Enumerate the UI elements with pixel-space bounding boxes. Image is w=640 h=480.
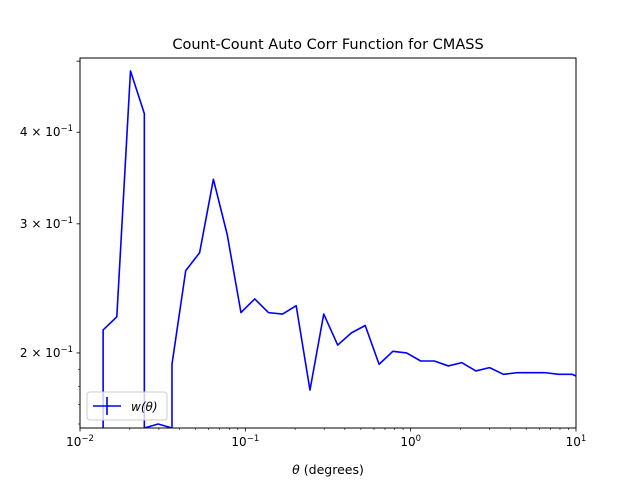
chart-title: Count-Count Auto Corr Function for CMASS xyxy=(172,37,483,53)
y-axis: 2 × 10−1 3 × 10−1 4 × 10−1 xyxy=(20,60,80,425)
plot-series-group xyxy=(102,70,577,429)
plot-frame xyxy=(79,57,577,429)
x-tick-label: 100 xyxy=(400,434,421,449)
x-tick-label: 10−2 xyxy=(66,434,94,449)
x-tick-label: 101 xyxy=(566,434,587,449)
legend: w(θ) xyxy=(86,391,168,421)
legend-label: w(θ) xyxy=(131,400,158,414)
y-tick-label: 3 × 10−1 xyxy=(20,216,73,231)
y-tick-label: 4 × 10−1 xyxy=(20,124,73,139)
x-axis: 10−2 10−1 100 101 xyxy=(66,428,586,449)
x-tick-label: 10−1 xyxy=(231,434,259,449)
x-axis-label: θ (degrees) xyxy=(292,462,364,477)
series-line-0 xyxy=(102,70,576,428)
y-tick-label: 2 × 10−1 xyxy=(20,345,73,360)
